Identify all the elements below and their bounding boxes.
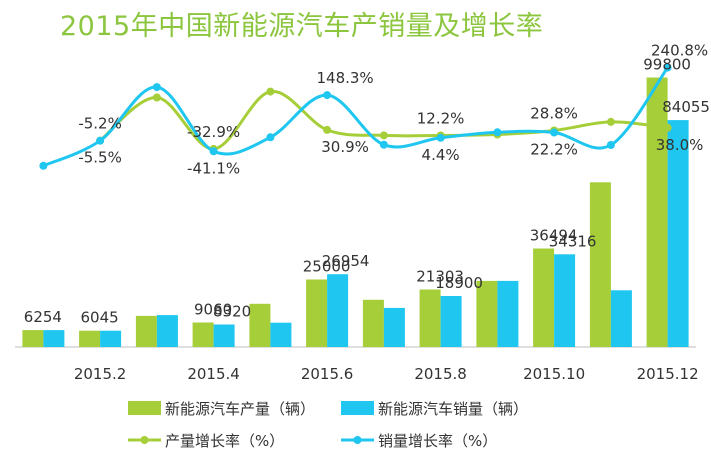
line-value-label: 240.8% [651,42,708,60]
legend-marker-sales-growth [353,436,362,444]
bar-sales-2015.6 [327,274,349,347]
bar-value-label: 36494 [530,227,578,245]
bar-value-label: 18900 [435,274,483,292]
point-sales-growth-2015.8 [436,133,445,142]
point-production-growth-2015.7 [379,131,388,140]
point-sales-growth-2015.11 [606,141,615,149]
point-sales-growth-2015.3 [152,83,161,92]
bar-production-2015.5 [249,303,271,347]
x-tick-label: 2015.12 [637,365,699,383]
legend-swatch-production [128,401,161,415]
chart-title: 2015年中国新能源汽车产销量及增长率 [60,11,544,42]
bar-sales-2015.12 [667,120,689,347]
bar-value-label: 99800 [643,56,691,74]
line-value-label: 28.8% [530,105,578,123]
bar-value-label: 8320 [213,303,251,321]
bar-production-2015.1 [22,330,44,347]
legend-label-production-growth: 产量增长率（%） [165,432,284,450]
bar-production-2015.8 [419,289,441,347]
point-production-growth-2015.6 [323,125,332,134]
bar-sales-2015.5 [270,322,292,347]
bar-sales-2015.9 [497,280,519,347]
point-sales-growth-2015.10 [550,128,559,137]
point-sales-growth-2015.7 [379,140,388,149]
x-tick-label: 2015.6 [301,365,354,383]
point-sales-growth-2015.6 [323,91,332,100]
legend-marker-production-growth [140,436,149,444]
bar-sales-2015.10 [554,254,576,347]
line-value-label: 38.0% [656,136,704,154]
bar-value-label: 9060 [194,301,232,319]
legend: 新能源汽车产量（辆） 新能源汽车销量（辆） 产量增长率（%） 销量增长率（%） [128,400,528,450]
line-value-label: 148.3% [316,69,373,87]
legend-label-production: 新能源汽车产量（辆） [165,400,315,418]
point-sales-growth-2015.1 [39,161,48,170]
bar-production-2015.11 [589,182,611,347]
line-production-growth [99,90,668,151]
point-sales-growth-2015.12 [663,63,672,72]
bar-value-label: 34316 [549,232,597,250]
bar-sales-2015.1 [43,330,65,347]
bar-production-2015.4 [192,322,214,347]
bar-sales-2015.8 [440,296,462,347]
bar-sales-2015.2 [100,330,122,347]
bar-value-label: 84055 [662,98,710,116]
line-value-label: -32.9% [187,123,240,141]
point-production-growth-2015.11 [606,117,615,126]
line-value-label: -41.1% [187,159,240,177]
line-value-label: 12.2% [417,110,465,128]
point-sales-growth-2015.5 [266,133,275,142]
bar-sales-2015.4 [213,324,235,347]
x-tick-label: 2015.8 [414,365,467,383]
bar-value-label: 6254 [24,308,62,326]
bar-production-2015.12 [646,77,668,347]
bar-sales-2015.3 [156,315,178,347]
legend-label-sales: 新能源汽车销量（辆） [378,400,528,418]
point-production-growth-2015.5 [266,87,275,96]
line-value-label: -5.2% [78,115,122,133]
bar-value-label: 6045 [81,309,119,327]
bar-production-2015.6 [306,279,328,347]
point-sales-growth-2015.9 [493,128,502,137]
x-tick-label: 2015.2 [74,365,127,383]
line-sales-growth [42,66,669,168]
line-value-label: 30.9% [321,138,369,156]
x-tick-label: 2015.10 [523,365,585,383]
line-value-label: -5.5% [78,149,122,167]
legend-swatch-sales [341,401,374,415]
bar-production-2015.10 [533,248,555,347]
bar-sales-2015.7 [383,307,405,347]
legend-label-sales-growth: 销量增长率（%） [378,432,497,450]
x-tick-label: 2015.4 [187,365,240,383]
bar-value-label: 21303 [416,268,464,286]
point-sales-growth-2015.4 [209,147,218,156]
bar-production-2015.7 [362,299,384,348]
point-sales-growth-2015.2 [96,136,105,145]
bar-value-label: 26954 [322,252,370,270]
bar-sales-2015.11 [610,290,632,347]
bar-production-2015.9 [476,280,498,347]
bar-production-2015.3 [135,315,157,347]
point-production-growth-2015.3 [152,93,161,102]
bar-production-2015.2 [79,330,101,347]
bar-value-label: 25000 [303,258,351,276]
line-value-label: 22.2% [530,141,578,159]
point-production-growth-2015.12 [663,123,672,132]
line-value-label: 4.4% [422,146,460,164]
